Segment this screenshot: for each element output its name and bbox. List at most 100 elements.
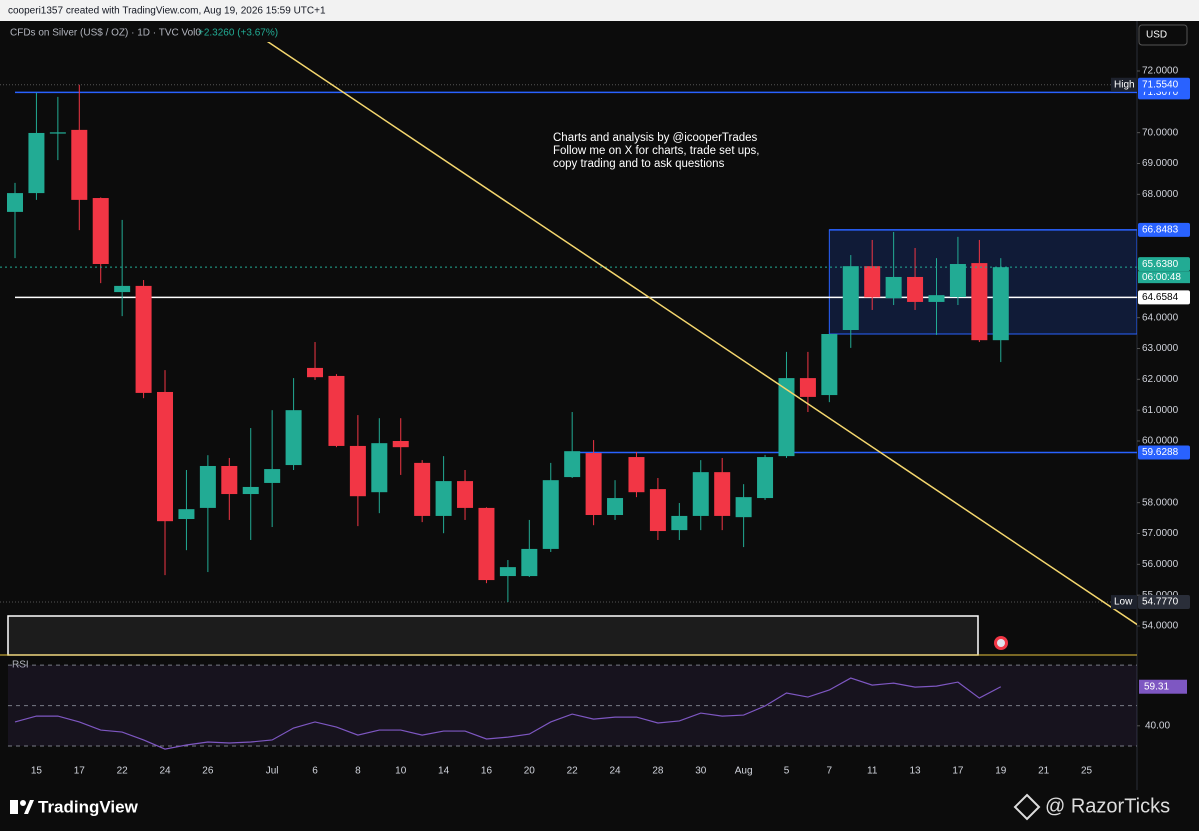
x-tick-label: 19 bbox=[995, 766, 1007, 777]
level-label-box bbox=[1138, 290, 1190, 305]
x-tick-label: 7 bbox=[827, 766, 833, 777]
y-tick-label: 70.0000 bbox=[1142, 127, 1179, 138]
candle-body bbox=[757, 457, 774, 499]
level-label: 64.6584 bbox=[1142, 292, 1179, 303]
rsi-last-label: 59.31 bbox=[1144, 681, 1169, 692]
candle-body bbox=[992, 267, 1009, 341]
x-tick-label: 30 bbox=[695, 766, 707, 777]
annotation-line: Follow me on X for charts, trade set ups… bbox=[553, 145, 759, 157]
y-tick-label: 56.0000 bbox=[1142, 559, 1179, 570]
candle-body bbox=[628, 457, 645, 493]
candle-body bbox=[114, 285, 131, 293]
candle-body bbox=[521, 548, 538, 577]
currency-button[interactable] bbox=[1138, 24, 1188, 46]
candle-body bbox=[328, 375, 345, 446]
event-flag-inner bbox=[997, 639, 1005, 647]
x-tick-label: 21 bbox=[1038, 766, 1050, 777]
level-label-box bbox=[1138, 445, 1190, 460]
x-tick-label: 24 bbox=[609, 766, 621, 777]
last-price-label: 65.6380 bbox=[1142, 259, 1179, 270]
x-tick-label: 16 bbox=[481, 766, 493, 777]
candle-body bbox=[778, 378, 795, 457]
candle-body bbox=[842, 266, 859, 330]
candle-body bbox=[864, 266, 881, 298]
logo bbox=[24, 800, 34, 814]
y-tick-label: 64.0000 bbox=[1142, 312, 1179, 323]
candle-body bbox=[714, 472, 731, 516]
y-tick-label: 62.0000 bbox=[1142, 374, 1179, 385]
candle-body bbox=[49, 132, 66, 134]
candle-body bbox=[28, 132, 45, 194]
rsi-last-box bbox=[1139, 679, 1187, 694]
y-tick-label: 60.0000 bbox=[1142, 436, 1179, 447]
candle-body bbox=[885, 276, 902, 299]
annotation: Charts and analysis by @icooperTradesFol… bbox=[553, 132, 759, 170]
extreme-label: 71.5540 bbox=[1142, 79, 1179, 90]
candle-body bbox=[414, 462, 431, 516]
candle-body bbox=[349, 445, 366, 497]
level-label: 71.3070 bbox=[1142, 87, 1179, 98]
extreme-label: 54.7770 bbox=[1142, 597, 1179, 608]
candle-body bbox=[457, 481, 474, 508]
brand: TradingView bbox=[38, 797, 139, 816]
x-tick-label: 24 bbox=[159, 766, 171, 777]
candle-body bbox=[392, 441, 409, 448]
candle-body bbox=[542, 480, 559, 549]
candle-body bbox=[221, 465, 238, 495]
x-tick-label: Aug bbox=[735, 766, 753, 777]
candle-body bbox=[499, 567, 516, 577]
extreme-name: Low bbox=[1114, 597, 1133, 608]
candle-body bbox=[178, 509, 195, 520]
extreme-label-box bbox=[1138, 595, 1190, 610]
extreme-name: High bbox=[1114, 79, 1135, 90]
candle-body bbox=[649, 489, 666, 532]
candle-body bbox=[907, 276, 924, 302]
x-tick-label: 17 bbox=[952, 766, 964, 777]
candle-body bbox=[371, 443, 388, 493]
candle-body bbox=[199, 465, 216, 508]
x-tick-label: 13 bbox=[909, 766, 921, 777]
price-pane bbox=[0, 42, 1137, 626]
x-tick-label: 10 bbox=[395, 766, 407, 777]
footer-bar bbox=[0, 790, 1199, 831]
rsi-tick-label: 40.00 bbox=[1145, 720, 1170, 731]
y-tick-label: 61.0000 bbox=[1142, 405, 1179, 416]
rsi-title: RSI bbox=[12, 660, 29, 671]
candle-body bbox=[92, 198, 109, 265]
candle-body bbox=[928, 295, 945, 302]
y-tick-label: 58.0000 bbox=[1142, 497, 1179, 508]
candle-body bbox=[435, 481, 452, 516]
y-tick-label: 63.0000 bbox=[1142, 343, 1179, 354]
x-tick-label: 11 bbox=[867, 766, 878, 777]
candle-body bbox=[585, 453, 602, 516]
logo bbox=[20, 800, 26, 806]
x-tick-label: 26 bbox=[202, 766, 214, 777]
candle-body bbox=[564, 451, 581, 478]
candle-body bbox=[7, 193, 23, 212]
drawing-box bbox=[7, 615, 979, 656]
level-label-box bbox=[1138, 222, 1190, 237]
annotation-line: Charts and analysis by @icooperTrades bbox=[553, 132, 758, 144]
x-tick-label: 17 bbox=[74, 766, 86, 777]
y-tick-label: 57.0000 bbox=[1142, 528, 1179, 539]
watermark: @ RazorTicks bbox=[1045, 795, 1170, 817]
extreme-name-box bbox=[1111, 595, 1137, 610]
currency[interactable]: USD bbox=[1146, 30, 1167, 41]
x-tick-label: 15 bbox=[31, 766, 43, 777]
x-tick-label: 22 bbox=[117, 766, 129, 777]
symbol: CFDs on Silver (US$ / OZ) · 1D · TVC Vol… bbox=[10, 28, 201, 39]
candle-body bbox=[135, 285, 152, 393]
candle-body bbox=[264, 469, 281, 483]
candle-body bbox=[307, 367, 324, 378]
candle-body bbox=[821, 334, 838, 396]
candle-body bbox=[285, 410, 302, 466]
trendline bbox=[266, 42, 1137, 626]
countdown-box bbox=[1138, 271, 1190, 284]
header-bar bbox=[0, 0, 1199, 21]
level-label: 59.6288 bbox=[1142, 447, 1179, 458]
x-tick-label: 5 bbox=[784, 766, 790, 777]
candle-body bbox=[671, 515, 688, 531]
y-tick-label: 69.0000 bbox=[1142, 158, 1179, 169]
